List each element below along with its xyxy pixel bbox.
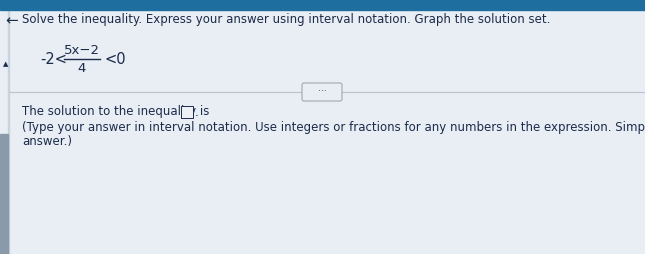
- Text: ▲: ▲: [3, 61, 8, 67]
- Text: answer.): answer.): [22, 135, 72, 148]
- Bar: [0, 134, 8, 254]
- Bar: [0, 0, 645, 10]
- Bar: [8, 0, 9, 254]
- Text: -2<: -2<: [40, 52, 67, 67]
- Text: The solution to the inequality is: The solution to the inequality is: [22, 105, 210, 119]
- Text: ←: ←: [5, 13, 18, 28]
- FancyBboxPatch shape: [302, 83, 342, 101]
- FancyBboxPatch shape: [181, 106, 193, 118]
- Text: Solve the inequality. Express your answer using interval notation. Graph the sol: Solve the inequality. Express your answe…: [22, 13, 550, 26]
- Text: .: .: [195, 105, 199, 119]
- Text: 5x−2: 5x−2: [64, 43, 100, 56]
- Text: ···: ···: [318, 87, 326, 97]
- Text: (Type your answer in interval notation. Use integers or fractions for any number: (Type your answer in interval notation. …: [22, 121, 645, 135]
- Text: <0: <0: [104, 52, 126, 67]
- Text: 4: 4: [78, 61, 86, 74]
